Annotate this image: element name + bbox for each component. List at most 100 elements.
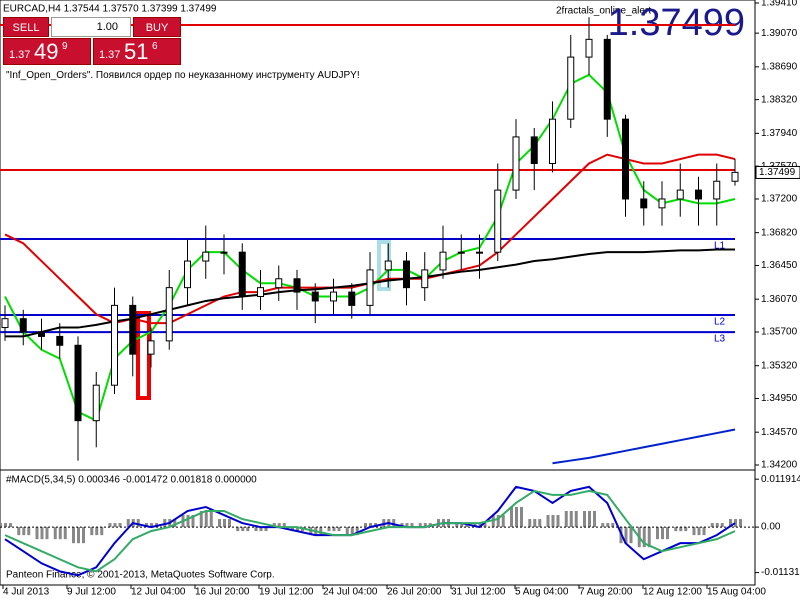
macd-bar	[254, 527, 258, 532]
candle-body	[165, 287, 173, 342]
macd-bar	[483, 523, 487, 528]
macd-bar	[173, 519, 177, 528]
x-tick-label: 4 Jul 2013	[3, 587, 50, 598]
moving-average	[552, 428, 736, 465]
macd-bar	[350, 527, 354, 536]
candle-body	[549, 118, 556, 165]
macd-bar	[392, 519, 396, 528]
macd-bar	[355, 527, 359, 536]
macd-bar	[118, 523, 122, 528]
macd-bar	[642, 527, 646, 548]
candle-body	[640, 198, 648, 209]
macd-bar	[22, 527, 26, 536]
big-price: 1.37499	[608, 2, 745, 44]
candle-body	[567, 56, 575, 120]
macd-bar	[264, 527, 268, 532]
macd-title: #MACD(5,34,5) 0.000346 -0.001472 0.00181…	[6, 475, 257, 486]
price-tag-label: 1.37499	[759, 167, 796, 178]
candle-body	[494, 189, 502, 253]
candle-body	[293, 278, 301, 293]
macd-bar	[4, 523, 7, 528]
macd-bar	[259, 527, 263, 532]
macd-bar	[108, 523, 112, 528]
buy-price[interactable]: 1.37 51 6	[93, 38, 181, 65]
macd-bar	[418, 523, 422, 528]
price-point: 9	[62, 41, 68, 52]
macd-bar	[656, 527, 659, 540]
candle-body	[366, 269, 374, 306]
macd-bar	[629, 527, 633, 544]
macd-bar	[564, 511, 568, 528]
macd-bar	[588, 511, 591, 528]
candle-body	[275, 278, 283, 289]
level-label: L3	[714, 334, 726, 345]
candle-body	[147, 340, 155, 355]
candle-body	[695, 189, 702, 200]
highlight-box	[136, 311, 151, 400]
macd-bar	[533, 519, 537, 528]
candle-body	[238, 251, 246, 298]
buy-button[interactable]: BUY	[133, 17, 181, 37]
sell-button[interactable]: SELL	[3, 17, 49, 37]
price-point: 6	[152, 41, 158, 52]
macd-bar	[729, 519, 732, 528]
macd-bar	[345, 527, 349, 536]
macd-bar	[684, 527, 688, 532]
candle-body	[38, 331, 45, 337]
macd-bar	[510, 506, 513, 528]
volume-input[interactable]: 1.00	[51, 17, 131, 37]
candle-body	[1, 318, 9, 329]
x-tick-label: 26 Jul 20:00	[387, 587, 442, 598]
candle-body	[311, 291, 319, 302]
macd-bar	[715, 523, 719, 528]
y-tick-label: -0.011315	[761, 567, 800, 578]
macd-bar	[223, 519, 226, 528]
candle-body	[658, 198, 666, 209]
macd-bar	[551, 515, 555, 528]
macd-bar	[593, 511, 596, 528]
price-pips: 51	[124, 39, 149, 64]
macd-bar	[150, 523, 153, 528]
macd-bar	[611, 523, 615, 528]
trade-panel: SELL 1.00 BUY 1.37 49 9 1.37 51 6	[3, 17, 181, 65]
macd-bar	[327, 527, 331, 532]
macd-bar	[674, 527, 678, 532]
candle-body	[56, 335, 64, 346]
macd-bar	[702, 527, 706, 536]
macd-bar	[332, 527, 336, 532]
candle-body	[403, 260, 410, 289]
macd-bar	[35, 527, 39, 540]
y-tick-label: 1.36070	[761, 294, 798, 305]
macd-bar	[410, 523, 414, 528]
macd-bar	[460, 523, 464, 528]
macd-bar	[191, 515, 195, 528]
macd-bar	[601, 523, 605, 528]
x-tick-label: 16 Jul 20:00	[195, 587, 250, 598]
macd-bar	[90, 527, 94, 536]
macd-bar	[9, 523, 12, 528]
macd-bar	[666, 527, 669, 540]
y-tick-label: 1.37200	[761, 194, 798, 205]
candle-body	[74, 344, 82, 422]
y-tick-label: 0.011914	[761, 474, 800, 485]
candle-body	[421, 269, 429, 289]
macd-bar	[624, 527, 628, 544]
macd-bar	[405, 523, 409, 528]
x-tick-label: 7 Aug 20:00	[579, 587, 633, 598]
macd-bar	[218, 519, 221, 528]
macd-bar	[126, 519, 130, 528]
macd-bar	[100, 527, 104, 536]
macd-bar	[520, 506, 523, 528]
macd-bar	[337, 527, 341, 532]
macd-bar	[0, 523, 2, 528]
y-tick-label: 1.35320	[761, 360, 798, 371]
candle-body	[476, 251, 483, 254]
candle-body	[202, 251, 210, 262]
macd-bar	[204, 511, 208, 528]
macd-bar	[236, 527, 240, 532]
candle-body	[676, 189, 684, 200]
sell-price[interactable]: 1.37 49 9	[3, 38, 91, 65]
price-pips: 49	[34, 39, 59, 64]
macd-bar	[569, 511, 573, 528]
